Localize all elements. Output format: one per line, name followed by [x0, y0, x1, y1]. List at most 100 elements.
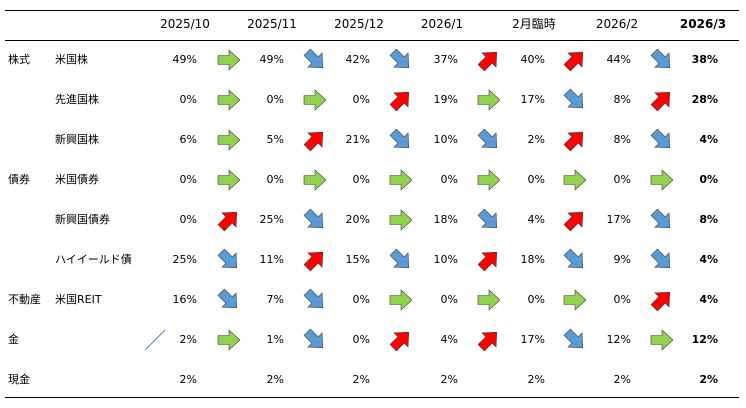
- value-cell: 4%: [699, 253, 718, 266]
- value-cell: 17%: [606, 213, 631, 226]
- value-cell: 20%: [345, 213, 370, 226]
- trend-up-arrow-icon: [563, 128, 587, 152]
- value-cell: 8%: [699, 213, 718, 226]
- trend-down-arrow-icon: [217, 248, 241, 272]
- asset-label: 新興国株: [55, 133, 99, 146]
- column-header: 2026/2: [595, 17, 639, 31]
- trend-up-arrow-icon: [217, 208, 241, 232]
- value-cell: 0%: [179, 213, 197, 226]
- value-cell: 0%: [266, 173, 284, 186]
- category-label: 株式: [8, 53, 30, 66]
- value-cell: 4%: [440, 333, 458, 346]
- value-cell: 12%: [691, 333, 718, 346]
- trend-flat-arrow-icon: [217, 88, 241, 112]
- trend-down-arrow-icon: [303, 208, 327, 232]
- trend-up-arrow-icon: [650, 288, 674, 312]
- value-cell: 0%: [352, 173, 370, 186]
- trend-flat-arrow-icon: [217, 168, 241, 192]
- value-cell: 2%: [699, 373, 718, 386]
- trend-flat-arrow-icon: [650, 168, 674, 192]
- value-cell: 7%: [266, 293, 284, 306]
- column-header: 2026/3: [679, 17, 727, 31]
- table-header-rule: [5, 40, 739, 41]
- trend-flat-arrow-icon: [477, 168, 501, 192]
- trend-up-arrow-icon: [563, 208, 587, 232]
- trend-down-arrow-icon: [563, 248, 587, 272]
- value-cell: 16%: [172, 293, 197, 306]
- value-cell: 0%: [527, 173, 545, 186]
- category-label: 債券: [8, 173, 30, 186]
- value-cell: 40%: [520, 53, 545, 66]
- asset-label: 先進国株: [55, 93, 99, 106]
- value-cell: 0%: [266, 93, 284, 106]
- value-cell: 0%: [699, 173, 718, 186]
- trend-down-arrow-icon: [389, 128, 413, 152]
- value-cell: 6%: [179, 133, 197, 146]
- value-cell: 2%: [613, 373, 631, 386]
- trend-flat-arrow-icon: [389, 168, 413, 192]
- trend-down-arrow-icon: [477, 128, 501, 152]
- trend-up-arrow-icon: [303, 128, 327, 152]
- trend-down-arrow-icon: [217, 288, 241, 312]
- trend-up-arrow-icon: [389, 328, 413, 352]
- trend-up-arrow-icon: [477, 248, 501, 272]
- value-cell: 9%: [613, 253, 631, 266]
- trend-flat-arrow-icon: [563, 288, 587, 312]
- trend-flat-arrow-icon: [477, 88, 501, 112]
- column-header: 2025/10: [160, 17, 210, 31]
- value-cell: 25%: [259, 213, 284, 226]
- trend-flat-arrow-icon: [303, 88, 327, 112]
- value-cell: 2%: [179, 373, 197, 386]
- trend-up-arrow-icon: [303, 248, 327, 272]
- trend-down-arrow-icon: [563, 328, 587, 352]
- trend-flat-arrow-icon: [389, 288, 413, 312]
- value-cell: 4%: [527, 213, 545, 226]
- value-cell: 28%: [691, 93, 718, 106]
- asset-label: 米国株: [55, 53, 88, 66]
- value-cell: 4%: [699, 293, 718, 306]
- value-cell: 0%: [179, 93, 197, 106]
- trend-down-arrow-icon: [563, 88, 587, 112]
- value-cell: 11%: [259, 253, 284, 266]
- value-cell: 18%: [433, 213, 458, 226]
- category-label: 金: [8, 333, 19, 346]
- trend-flat-arrow-icon: [563, 168, 587, 192]
- trend-down-arrow-icon: [650, 208, 674, 232]
- asset-label: 米国REIT: [55, 293, 102, 306]
- value-cell: 25%: [172, 253, 197, 266]
- value-cell: 38%: [691, 53, 718, 66]
- value-cell: 17%: [520, 93, 545, 106]
- trend-flat-arrow-icon: [477, 288, 501, 312]
- column-header: 2025/12: [334, 17, 384, 31]
- value-cell: 10%: [433, 253, 458, 266]
- value-cell: 2%: [440, 373, 458, 386]
- trend-down-arrow-icon: [303, 328, 327, 352]
- value-cell: 0%: [440, 173, 458, 186]
- trend-up-arrow-icon: [389, 88, 413, 112]
- category-label: 現金: [8, 373, 30, 386]
- value-cell: 2%: [527, 133, 545, 146]
- value-cell: 8%: [613, 133, 631, 146]
- trend-down-arrow-icon: [650, 128, 674, 152]
- trend-up-arrow-icon: [477, 328, 501, 352]
- value-cell: 5%: [266, 133, 284, 146]
- value-cell: 49%: [259, 53, 284, 66]
- value-cell: 21%: [345, 133, 370, 146]
- trend-down-arrow-icon: [477, 208, 501, 232]
- trend-flat-arrow-icon: [650, 328, 674, 352]
- value-cell: 8%: [613, 93, 631, 106]
- value-cell: 2%: [266, 373, 284, 386]
- trend-down-arrow-icon: [303, 48, 327, 72]
- value-cell: 2%: [527, 373, 545, 386]
- trend-down-arrow-icon: [650, 248, 674, 272]
- column-header: 2026/1: [420, 17, 464, 31]
- trend-flat-arrow-icon: [217, 48, 241, 72]
- value-cell: 0%: [613, 293, 631, 306]
- value-cell: 49%: [172, 53, 197, 66]
- trend-up-arrow-icon: [650, 88, 674, 112]
- value-cell: 37%: [433, 53, 458, 66]
- trend-flat-arrow-icon: [389, 208, 413, 232]
- value-cell: 1%: [266, 333, 284, 346]
- category-label: 不動産: [8, 293, 41, 306]
